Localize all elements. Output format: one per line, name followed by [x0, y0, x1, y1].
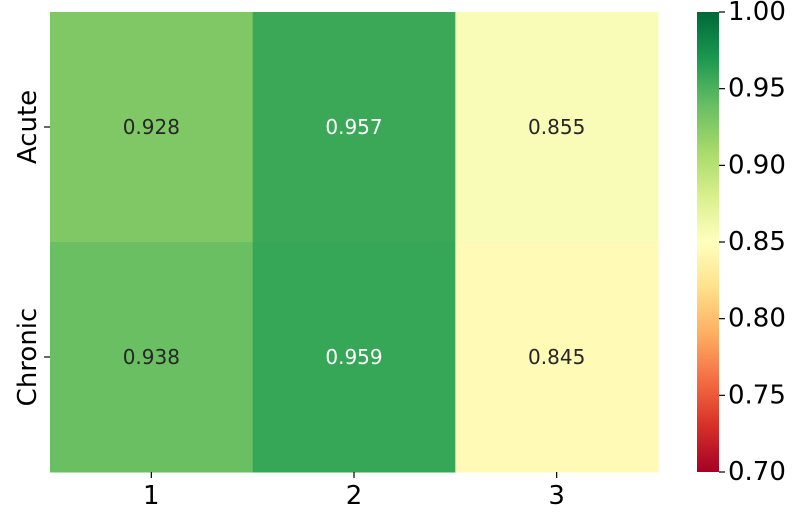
colorbar: 0.70 0.75 0.80 0.85 0.90 0.95 1.00: [697, 0, 786, 487]
cell-value-label: 0.959: [325, 345, 382, 369]
y-axis: Acute Chronic: [13, 90, 50, 406]
heatmap-cell-labels: 0.928 0.957 0.855 0.938 0.959 0.845: [123, 115, 586, 369]
y-tick-label: Chronic: [13, 308, 43, 407]
heatmap-cell: [252, 242, 456, 473]
heatmap-cells: [50, 12, 659, 473]
x-tick-label: 3: [548, 481, 565, 511]
colorbar-gradient: [697, 12, 719, 472]
colorbar-tick-label: 0.75: [728, 380, 786, 410]
colorbar-tick-label: 0.70: [728, 457, 786, 487]
cell-value-label: 0.957: [325, 115, 382, 139]
x-tick-label: 1: [143, 481, 160, 511]
x-tick-label: 2: [346, 481, 363, 511]
colorbar-tick-label: 0.80: [728, 304, 786, 334]
heatmap-cell: [50, 12, 254, 243]
heatmap-cell: [252, 12, 456, 243]
colorbar-tick-label: 0.90: [728, 150, 786, 180]
cell-value-label: 0.928: [123, 115, 180, 139]
cell-value-label: 0.845: [528, 345, 585, 369]
x-axis: 1 2 3: [143, 472, 565, 511]
heatmap-cell: [455, 12, 659, 243]
heatmap-cell: [455, 242, 659, 473]
cell-value-label: 0.938: [123, 345, 180, 369]
colorbar-tick-label: 0.95: [728, 74, 786, 104]
cell-value-label: 0.855: [528, 115, 585, 139]
y-tick-label: Acute: [13, 90, 43, 164]
colorbar-tick-label: 0.85: [728, 227, 786, 257]
colorbar-tick-label: 1.00: [728, 0, 786, 27]
heatmap-cell: [50, 242, 254, 473]
